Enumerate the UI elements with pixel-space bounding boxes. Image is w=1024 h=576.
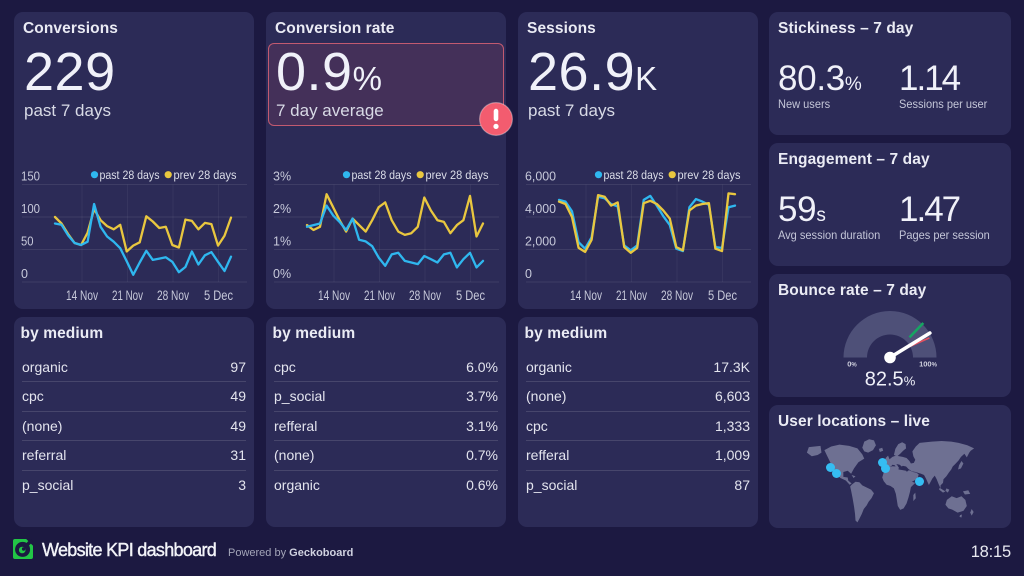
svg-text:14 Nov: 14 Nov — [318, 287, 350, 303]
svg-text:21 Nov: 21 Nov — [364, 287, 395, 303]
svg-text:past 28 days: past 28 days — [352, 168, 412, 182]
svg-text:100: 100 — [21, 202, 40, 216]
svg-text:150: 150 — [21, 170, 40, 184]
svg-text:5 Dec: 5 Dec — [456, 287, 485, 303]
svg-text:5 Dec: 5 Dec — [708, 287, 737, 303]
svg-text:6,000: 6,000 — [525, 170, 556, 184]
svg-text:0%: 0% — [273, 267, 291, 281]
svg-text:3%: 3% — [273, 170, 291, 184]
svg-text:14 Nov: 14 Nov — [66, 287, 98, 303]
svg-text:0: 0 — [525, 267, 532, 281]
svg-text:28 Nov: 28 Nov — [409, 287, 441, 303]
svg-text:50: 50 — [21, 235, 34, 249]
svg-text:2,000: 2,000 — [525, 235, 556, 249]
svg-text:prev 28 days: prev 28 days — [426, 168, 489, 182]
svg-text:21 Nov: 21 Nov — [616, 287, 647, 303]
svg-text:28 Nov: 28 Nov — [661, 287, 693, 303]
svg-text:82.5%: 82.5% — [865, 369, 916, 391]
svg-text:prev 28 days: prev 28 days — [174, 168, 237, 182]
svg-text:21 Nov: 21 Nov — [112, 287, 143, 303]
svg-text:prev 28 days: prev 28 days — [678, 168, 741, 182]
svg-text:0%: 0% — [847, 360, 857, 369]
svg-text:1%: 1% — [273, 235, 291, 249]
svg-text:0: 0 — [21, 267, 28, 281]
svg-text:past 28 days: past 28 days — [100, 168, 160, 182]
svg-text:14 Nov: 14 Nov — [570, 287, 602, 303]
svg-text:5 Dec: 5 Dec — [204, 287, 233, 303]
svg-text:100%: 100% — [919, 360, 938, 369]
svg-text:past 28 days: past 28 days — [604, 168, 664, 182]
svg-text:2%: 2% — [273, 202, 291, 216]
svg-text:28 Nov: 28 Nov — [157, 287, 189, 303]
svg-text:4,000: 4,000 — [525, 202, 556, 216]
